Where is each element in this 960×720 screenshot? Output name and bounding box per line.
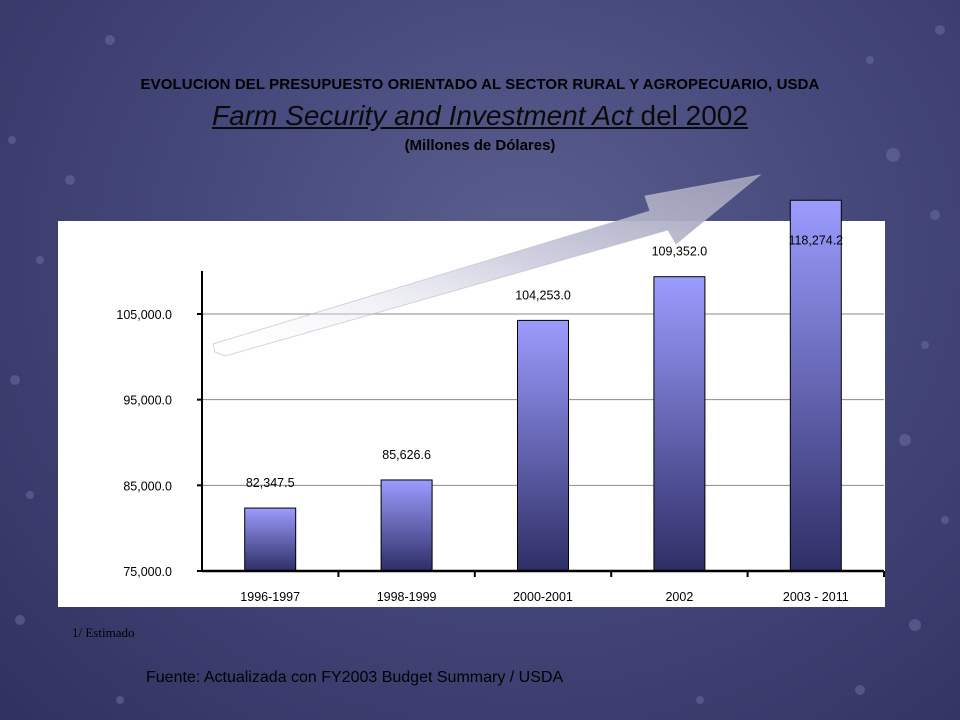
data-label: 82,347.5 <box>246 476 295 490</box>
x-tick-label: 2003 - 2011 <box>783 590 849 604</box>
slide-subtitle: Farm Security and Investment Act del 200… <box>0 100 960 132</box>
bar <box>517 319 569 572</box>
act-year: del 2002 <box>632 100 748 131</box>
x-tick-label: 2000-2001 <box>513 590 573 604</box>
data-label: 104,253.0 <box>515 288 571 302</box>
trend-arrow <box>212 174 762 357</box>
data-label: 85,626.6 <box>382 448 431 462</box>
x-tick-label: 2002 <box>665 590 693 604</box>
slide-title: EVOLUCION DEL PRESUPUESTO ORIENTADO AL S… <box>140 76 820 93</box>
y-tick-label: 85,000.0 <box>123 479 172 493</box>
bar <box>244 507 297 572</box>
data-label: 109,352.0 <box>652 245 708 259</box>
bar <box>789 199 842 572</box>
y-tick-label: 95,000.0 <box>123 394 172 408</box>
source-note: Fuente: Actualizada con FY2003 Budget Su… <box>146 669 564 686</box>
y-tick-label: 75,000.0 <box>123 565 172 579</box>
bar <box>380 479 433 572</box>
units-label: (Millones de Dólares) <box>404 137 556 154</box>
act-name: Farm Security and Investment Act <box>212 100 633 131</box>
y-tick-label: 105,000.0 <box>116 308 172 322</box>
footnote: 1/ Estimado <box>72 625 135 640</box>
x-tick-label: 1998-1999 <box>377 590 437 604</box>
x-tick-label: 1996-1997 <box>240 590 300 604</box>
bar <box>653 276 706 572</box>
data-label: 118,274.2 <box>788 233 843 247</box>
